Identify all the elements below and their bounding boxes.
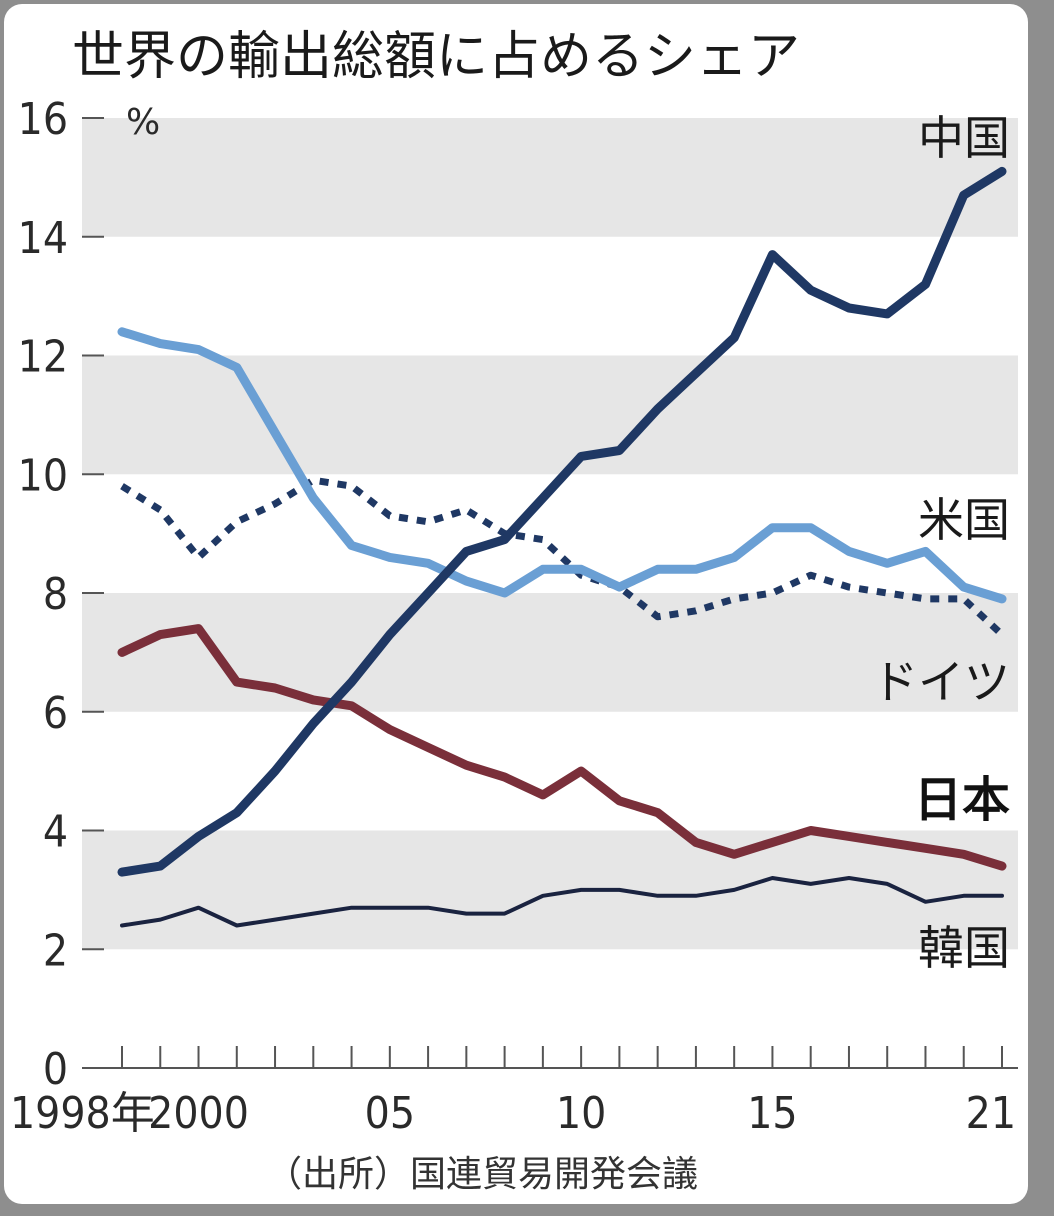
y-tick-label-8: 8	[43, 569, 68, 620]
chart-card: 世界の輸出総額に占めるシェア 0 2 4 6 8 10 12 14 16% 1998年 2000 05…	[4, 4, 1028, 1204]
y-tick-label-16: 16	[18, 94, 68, 145]
series-lines	[117, 166, 1007, 928]
x-tick-label-2010: 10	[556, 1088, 606, 1139]
x-tick-label-2000: 2000	[148, 1088, 249, 1139]
x-tick-label-1998: 1998年	[10, 1088, 155, 1139]
series-line-中国	[117, 166, 1007, 877]
band-14-16	[82, 118, 1018, 237]
x-tick-label-2005: 05	[365, 1088, 415, 1139]
y-tick-label-6: 6	[43, 688, 68, 739]
y-tick-label-2: 2	[43, 925, 68, 976]
series-label-日本: 日本	[914, 772, 1010, 828]
series-label-ドイツ: ドイツ	[872, 655, 1010, 709]
y-tick-label-4: 4	[43, 807, 68, 858]
y-tick-label-0: 0	[43, 1044, 68, 1095]
chart-title: 世界の輸出総額に占めるシェア	[72, 27, 800, 87]
y-tick-label-14: 14	[18, 213, 68, 264]
source-note: （出所）国連貿易開発会議	[266, 1154, 698, 1195]
series-line-米国	[117, 327, 1007, 604]
band-6-8	[82, 593, 1018, 712]
band-2-4	[82, 830, 1018, 950]
series-line-日本	[117, 624, 1007, 871]
y-tick-label-10: 10	[18, 450, 68, 501]
x-tick-label-2021: 21	[966, 1088, 1016, 1139]
y-tick-label-12: 12	[18, 332, 68, 383]
series-line-韓国	[120, 876, 1004, 928]
band-10-12	[82, 355, 1018, 475]
x-tick-label-2015: 15	[747, 1088, 797, 1139]
series-label-中国: 中国	[918, 111, 1010, 165]
y-unit-label: %	[126, 102, 160, 143]
series-label-韓国: 韓国	[918, 921, 1010, 975]
background-bands	[82, 118, 1018, 950]
series-label-米国: 米国	[918, 493, 1010, 547]
